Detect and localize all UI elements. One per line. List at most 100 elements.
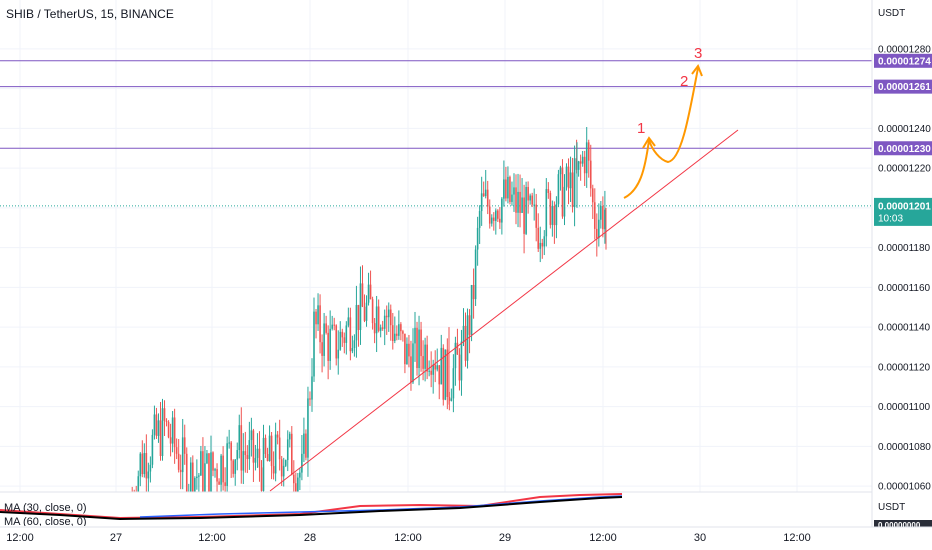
candle-body xyxy=(456,342,459,355)
candle-body xyxy=(252,430,255,463)
ma30-legend[interactable]: MA (30, close, 0) xyxy=(4,502,87,514)
candle-body xyxy=(387,309,390,318)
candle-body xyxy=(266,454,269,461)
candle-body xyxy=(579,161,582,164)
candle-body xyxy=(145,453,148,479)
candle-body xyxy=(529,195,531,201)
candle-body xyxy=(210,452,212,495)
candle-body xyxy=(408,343,410,357)
candle-body xyxy=(555,204,558,226)
candle-body xyxy=(268,435,271,461)
candle-body xyxy=(311,376,313,400)
arrow-head xyxy=(642,136,656,149)
candle-body xyxy=(571,172,574,208)
price-tick-label: 0.00001140 xyxy=(878,323,931,334)
candle-body xyxy=(414,327,416,344)
time-tick-label: 12:00 xyxy=(198,532,226,544)
candle-body xyxy=(428,370,430,372)
candle-body xyxy=(278,437,281,460)
candle-body xyxy=(248,440,251,460)
ma-indicator-pane xyxy=(0,491,932,527)
candle-body xyxy=(539,242,542,249)
candle-body xyxy=(563,186,566,217)
candle-body xyxy=(535,204,538,228)
candle-body xyxy=(282,465,285,477)
candle-body xyxy=(589,160,592,189)
candle-body xyxy=(232,460,235,474)
candle-body xyxy=(260,467,263,491)
candle-body xyxy=(533,204,535,206)
candle-body xyxy=(507,176,509,199)
candle-body xyxy=(284,460,287,466)
candle-body xyxy=(367,284,370,303)
candle-body xyxy=(319,305,321,343)
candle-body xyxy=(254,457,257,463)
candle-body xyxy=(468,315,471,335)
candle-body xyxy=(517,191,519,213)
candle-body xyxy=(339,331,342,350)
candle-body xyxy=(206,453,208,464)
candle-body xyxy=(151,434,154,465)
candle-body xyxy=(416,327,418,369)
level-price-tag-text: 0.00001261 xyxy=(878,82,931,93)
candle-body xyxy=(357,304,360,331)
time-tick-label: 28 xyxy=(304,532,316,544)
candle-body xyxy=(587,142,590,161)
candle-body xyxy=(474,249,477,300)
candle-body xyxy=(593,202,596,229)
candle-body xyxy=(509,176,511,202)
candle-body xyxy=(270,435,273,467)
candle-body xyxy=(492,217,495,221)
candle-body xyxy=(515,187,517,213)
annotation-label: 2 xyxy=(680,73,688,90)
candle-body xyxy=(236,450,239,460)
candle-body xyxy=(315,311,317,325)
candle-body xyxy=(230,442,232,461)
candle-body xyxy=(244,451,247,456)
candle-body xyxy=(198,475,200,477)
candle-body xyxy=(238,425,241,451)
candle-body xyxy=(525,186,527,234)
candle-body xyxy=(545,189,548,237)
price-tick-label: 0.00001080 xyxy=(878,442,931,453)
candle-body xyxy=(446,349,449,398)
time-axis[interactable]: 12:00 27 12:00 28 12:00 29 12:00 30 12:00 xyxy=(0,526,932,550)
candle-body xyxy=(333,324,336,326)
candle-body xyxy=(501,198,503,223)
candle-body xyxy=(359,283,362,331)
candle-body xyxy=(602,206,604,230)
candle-body xyxy=(353,340,356,349)
time-tick-label: 29 xyxy=(499,532,511,544)
candle-body xyxy=(523,197,525,234)
candle-body xyxy=(323,323,325,356)
symbol-title[interactable]: SHIB / TetherUS, 15, BINANCE xyxy=(6,7,174,21)
candle-body xyxy=(157,420,160,436)
indicator-value-text: 0.00000000 xyxy=(878,521,921,530)
time-tick-label: 12:00 xyxy=(6,532,34,544)
candle-body xyxy=(385,315,388,318)
candle-body xyxy=(212,452,214,471)
ma60-legend[interactable]: MA (60, close, 0) xyxy=(4,516,87,526)
candle-body xyxy=(301,453,303,473)
level-price-tag-text: 0.00001230 xyxy=(878,144,931,155)
candle-body xyxy=(567,166,570,189)
candle-body xyxy=(204,463,206,492)
indicator-axis-currency: USDT xyxy=(878,502,905,513)
last-price-value: 0.00001201 xyxy=(878,201,931,212)
price-axis[interactable]: USDT 0.00001060 0.00001080 0.00001100 0.0000… xyxy=(871,0,932,550)
candle-body xyxy=(297,477,299,492)
candle-body xyxy=(295,483,297,492)
candle-body xyxy=(290,433,293,475)
candle-body xyxy=(371,299,374,324)
candle-body xyxy=(497,210,499,219)
candle-body xyxy=(583,156,586,174)
candle-body xyxy=(216,469,218,482)
candle-body xyxy=(561,167,564,217)
candle-body xyxy=(169,437,172,444)
candle-body xyxy=(345,325,348,343)
candle-body xyxy=(351,348,354,352)
candle-body xyxy=(321,342,323,356)
candle-body xyxy=(573,158,576,208)
candle-body xyxy=(482,193,485,197)
